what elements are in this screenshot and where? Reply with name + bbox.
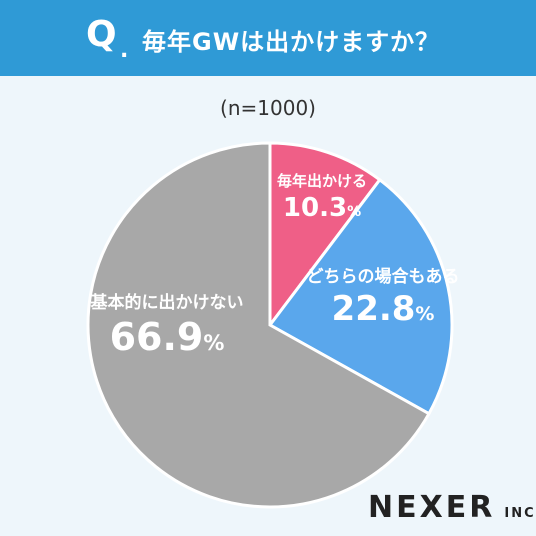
logo-main-text: NEXER <box>368 490 496 525</box>
pie-slice-3 <box>86 141 431 509</box>
slice-label-3: 基本的に出かけない <box>90 292 244 313</box>
pie-slice-2 <box>267 177 454 416</box>
question-q-dot: . <box>120 38 129 63</box>
sample-size: (n=1000) <box>220 96 316 120</box>
nexer-logo: NEXER INC. <box>368 490 536 525</box>
slice-label-1: 毎年出かける <box>277 172 367 190</box>
slice-unit-1: % <box>347 204 361 220</box>
slice-unit-3: % <box>203 331 224 355</box>
question-header: Q . 毎年GWは出かけますか？ <box>0 0 536 76</box>
logo-sub-text: INC. <box>504 506 536 521</box>
question-q-mark: Q <box>86 14 117 55</box>
question-text: 毎年GWは出かけますか？ <box>142 28 441 56</box>
slice-unit-2: % <box>415 303 434 325</box>
slice-label-2: どちらの場合もある <box>307 266 460 287</box>
pie-slice-1 <box>268 141 382 330</box>
